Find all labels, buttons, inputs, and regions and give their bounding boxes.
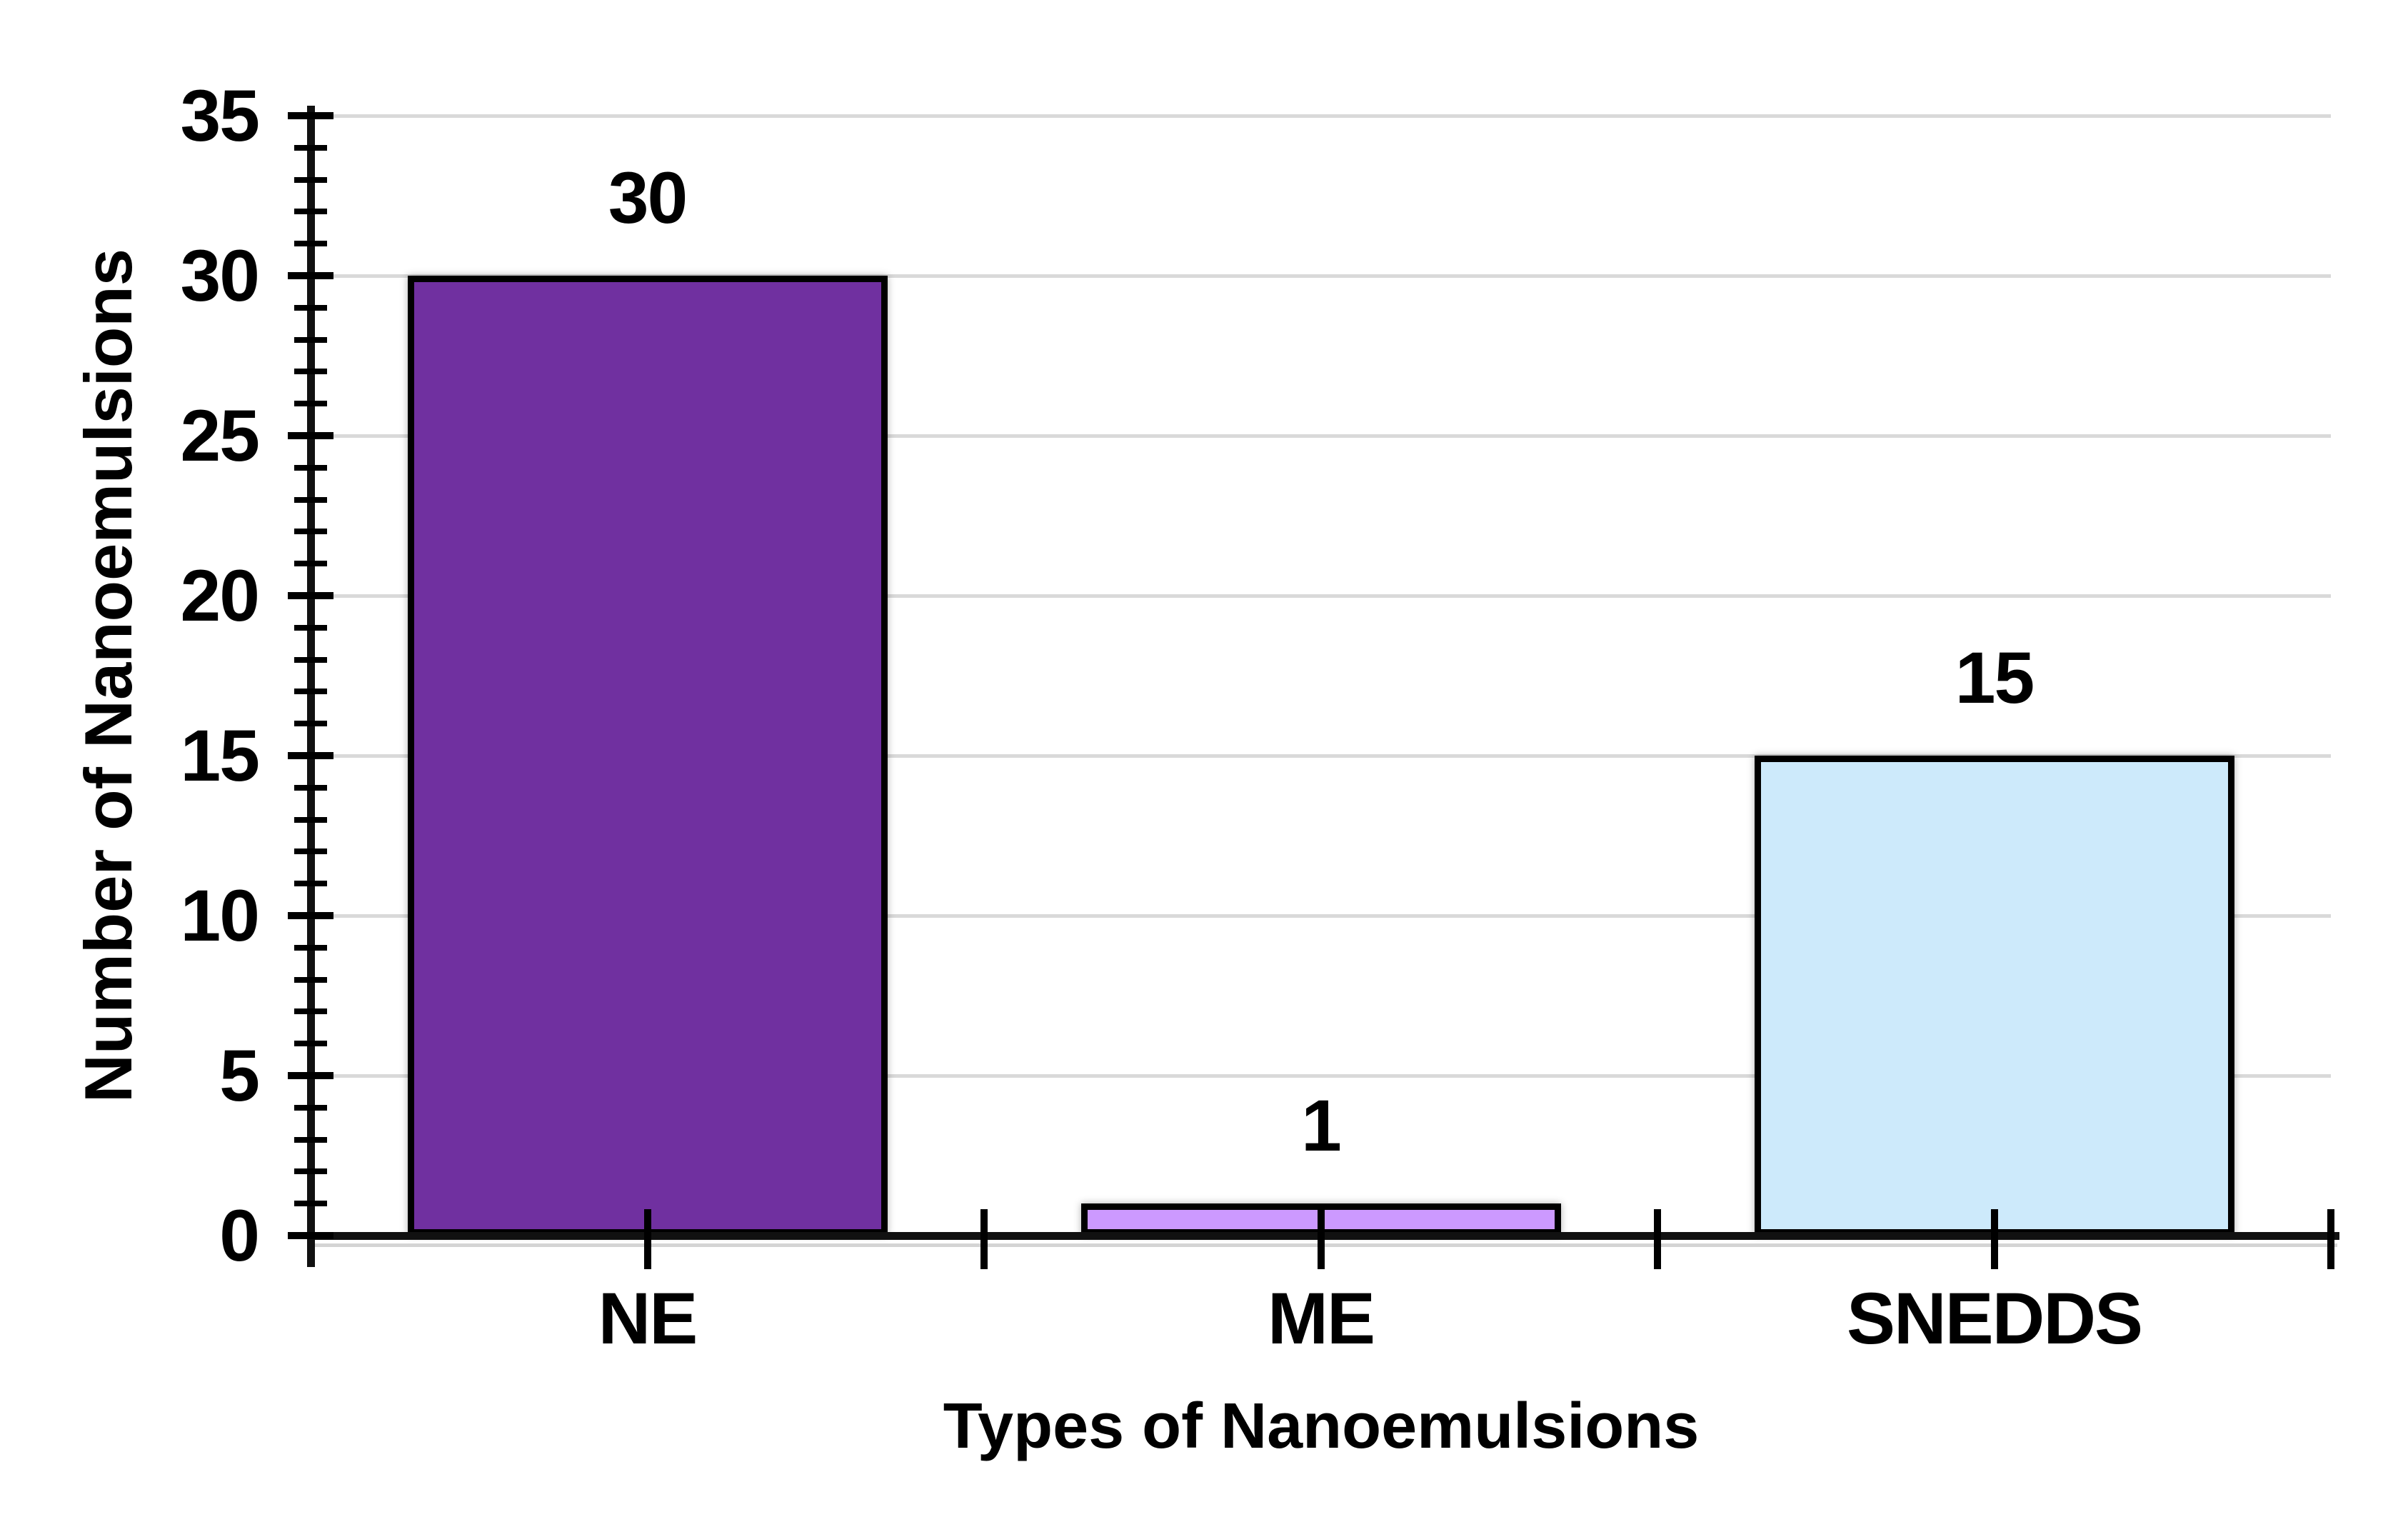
y-tick-label-15: 15 <box>180 715 260 796</box>
y-tick-label-0: 0 <box>219 1195 260 1276</box>
y-minor-tick-1 <box>294 1201 327 1207</box>
y-minor-tick-28 <box>294 336 327 343</box>
x-tick-boundary-1 <box>980 1209 988 1269</box>
y-minor-tick-9 <box>294 944 327 951</box>
y-major-tick-10 <box>288 912 333 919</box>
gridline-y-30 <box>313 274 2331 278</box>
y-major-tick-5 <box>288 1072 333 1079</box>
y-major-tick-15 <box>288 752 333 759</box>
category-label-snedds: SNEDDS <box>1846 1278 2143 1359</box>
data-label-me: 1 <box>1301 1085 1342 1167</box>
y-minor-tick-29 <box>294 304 327 311</box>
bar-snedds <box>1754 756 2234 1236</box>
x-tick-center-ne <box>643 1209 651 1269</box>
y-minor-tick-19 <box>294 624 327 631</box>
gridline-y-35 <box>313 114 2331 118</box>
gridline-y-15 <box>313 754 2331 758</box>
y-tick-label-5: 5 <box>219 1035 260 1116</box>
y-minor-tick-31 <box>294 241 327 247</box>
y-tick-label-10: 10 <box>180 875 260 956</box>
y-minor-tick-16 <box>294 721 327 727</box>
gridline-y-5 <box>313 1074 2331 1078</box>
y-minor-tick-2 <box>294 1168 327 1175</box>
data-label-ne: 30 <box>608 157 688 239</box>
gridline-y-25 <box>313 434 2331 438</box>
y-major-tick-0 <box>288 1232 333 1239</box>
category-label-ne: NE <box>598 1278 698 1359</box>
y-major-tick-20 <box>288 592 333 599</box>
x-tick-boundary-3 <box>2327 1209 2334 1269</box>
y-minor-tick-7 <box>294 1008 327 1015</box>
y-major-tick-30 <box>288 272 333 279</box>
y-minor-tick-14 <box>294 784 327 791</box>
y-minor-tick-13 <box>294 816 327 823</box>
y-tick-label-20: 20 <box>180 555 260 636</box>
y-minor-tick-27 <box>294 369 327 375</box>
y-minor-tick-26 <box>294 401 327 407</box>
y-minor-tick-17 <box>294 689 327 695</box>
y-minor-tick-12 <box>294 848 327 855</box>
y-minor-tick-8 <box>294 976 327 983</box>
gridline-y-20 <box>313 594 2331 598</box>
y-minor-tick-34 <box>294 144 327 151</box>
x-tick-boundary-2 <box>1654 1209 1661 1269</box>
y-major-tick-25 <box>288 432 333 439</box>
y-tick-label-35: 35 <box>180 75 260 156</box>
y-minor-tick-6 <box>294 1041 327 1047</box>
y-tick-label-30: 30 <box>180 235 260 316</box>
x-tick-center-snedds <box>1990 1209 1998 1269</box>
y-minor-tick-23 <box>294 496 327 503</box>
y-minor-tick-11 <box>294 881 327 887</box>
x-axis-title: Types of Nanoemulsions <box>943 1391 1700 1462</box>
y-minor-tick-32 <box>294 209 327 215</box>
gridline-y-10 <box>313 914 2331 918</box>
y-axis-title: Number of Nanoemulsions <box>71 248 146 1103</box>
y-minor-tick-33 <box>294 176 327 183</box>
y-minor-tick-21 <box>294 561 327 567</box>
y-minor-tick-24 <box>294 464 327 471</box>
y-axis-line <box>307 106 315 1267</box>
y-tick-label-25: 25 <box>180 395 260 476</box>
bar-ne <box>407 276 888 1236</box>
y-major-tick-35 <box>288 112 333 119</box>
y-minor-tick-22 <box>294 529 327 535</box>
y-minor-tick-4 <box>294 1104 327 1111</box>
data-label-snedds: 15 <box>1955 637 2035 719</box>
category-label-me: ME <box>1268 1278 1375 1359</box>
y-minor-tick-3 <box>294 1136 327 1143</box>
y-minor-tick-18 <box>294 656 327 663</box>
x-tick-center-me <box>1317 1209 1325 1269</box>
